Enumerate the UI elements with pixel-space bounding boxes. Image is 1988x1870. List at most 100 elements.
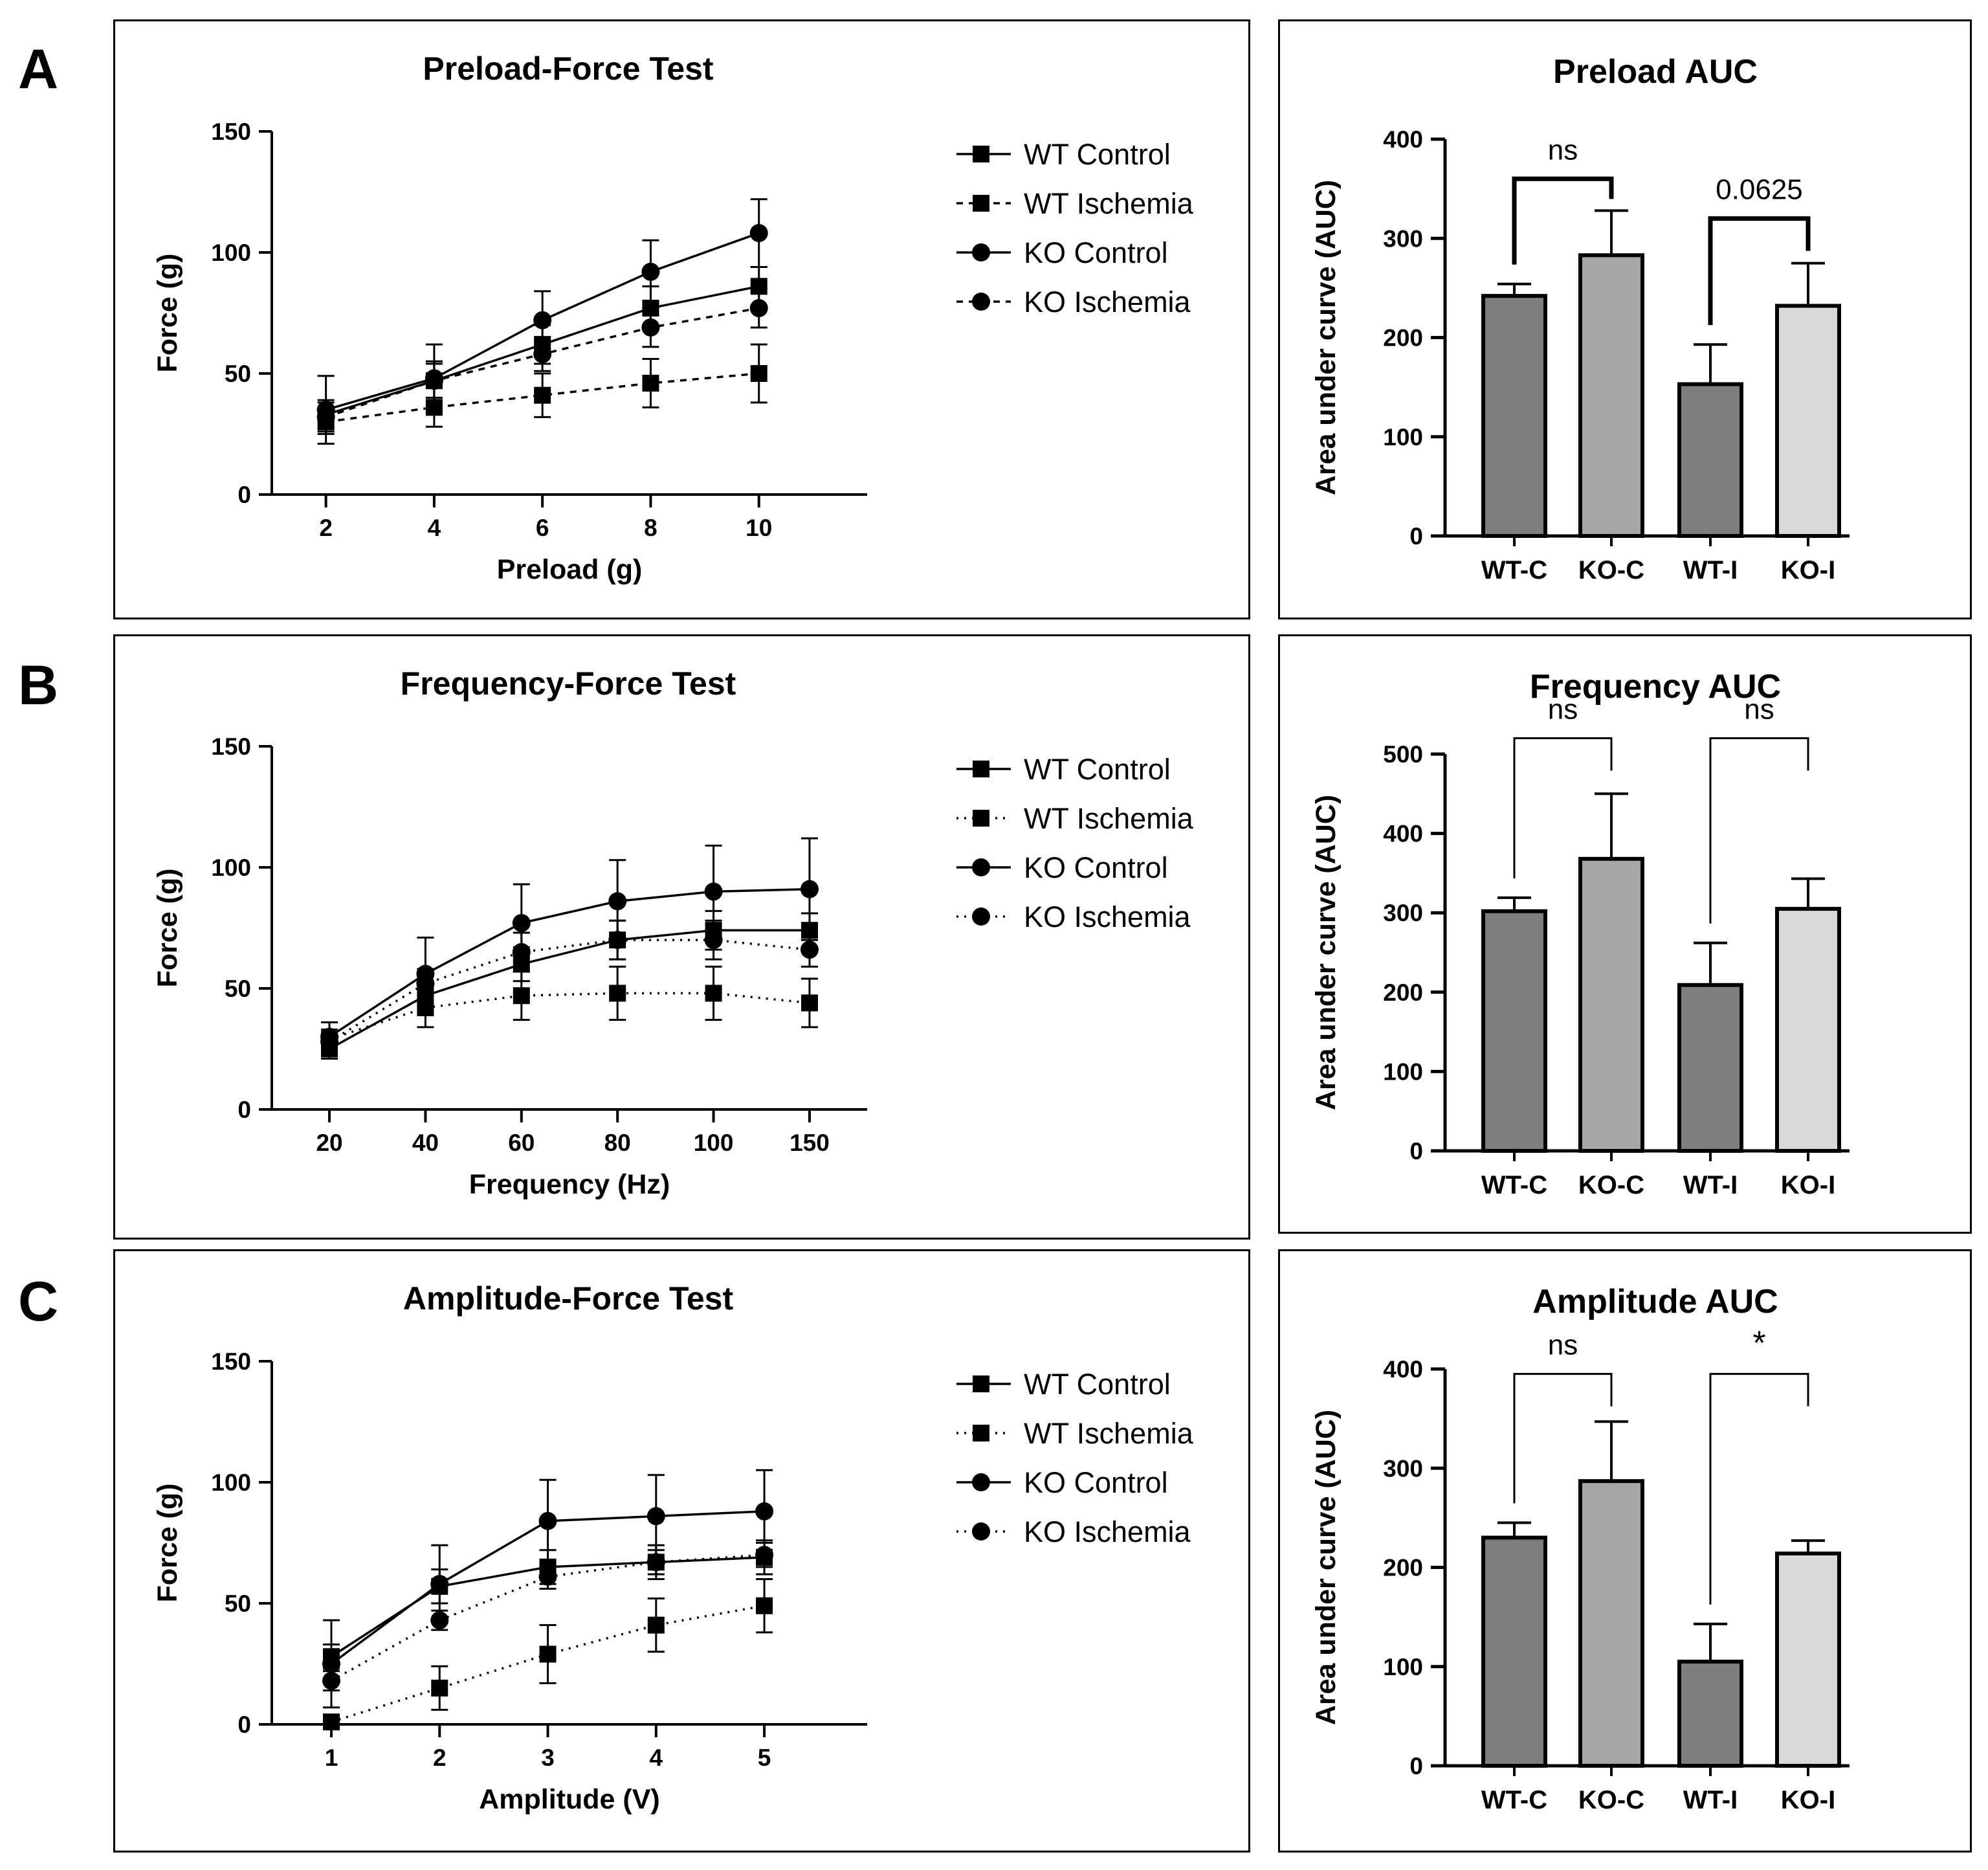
line-B-series-ko-control-point-3 (608, 892, 627, 911)
bar-B-ylabel: Area under curve (AUC) (1310, 795, 1342, 1110)
chart-frequency-auc: Frequency AUC 0 100 200 300 400 500 Area under … (1310, 668, 1850, 1199)
bar-A-ytick-label-0: 0 (1409, 523, 1423, 550)
bar-C-bar-wt-c (1481, 1535, 1547, 1768)
bar-C-xtick-label-wt-i: WT-I (1683, 1786, 1738, 1814)
line-A-legend-ko-control-marker (972, 243, 990, 262)
bar-B-bar-wt-c (1481, 909, 1547, 1153)
bar-A-bar-wt-c (1481, 294, 1547, 538)
bar-B-xtick-label-wt-c: WT-C (1481, 1171, 1547, 1199)
line-C-legend-ko-control-label: KO Control (1024, 1466, 1168, 1499)
line-B-series-ko-control-line (329, 887, 810, 1038)
line-C-legend-ko-ischemia-marker (972, 1522, 990, 1541)
line-C-legend-ko-ischemia-label: KO Ischemia (1024, 1515, 1191, 1548)
bar-A-ytick-label-400: 400 (1383, 126, 1423, 153)
panel-letter-b: B (18, 654, 59, 717)
panel-letter-c: C (18, 1271, 59, 1333)
line-B-legend-wt-ischemia-label: WT Ischemia (1024, 802, 1194, 835)
bar-A-significance-0-bracket (1512, 176, 1614, 265)
line-A-series-ko-control-point-3 (641, 262, 660, 281)
line-C-series-ko-control-point-4 (755, 1502, 774, 1520)
bar-C-bar-wt-i (1677, 1660, 1743, 1768)
line-A-series-wt-ischemia-point-4 (750, 365, 768, 382)
line-B-series-ko-ischemia-point-1 (416, 974, 435, 993)
line-C-legend-wt-control-label: WT Control (1024, 1368, 1171, 1401)
line-C-series-ko-control-point-2 (538, 1511, 557, 1530)
line-A-legend-ko-ischemia-marker (972, 293, 990, 311)
line-A-series-ko-ischemia-point-2 (533, 345, 552, 364)
bar-C-bar-ko-c (1578, 1479, 1644, 1768)
bar-B-significance-1-label: ns (1744, 693, 1774, 725)
bar-C-significance-1-label: * (1752, 1325, 1765, 1363)
bar-A-significance-1-label: 0.0625 (1716, 174, 1803, 206)
line-C-xtick-label-2: 2 (433, 1744, 447, 1771)
line-C-series-ko-ischemia-point-1 (430, 1611, 449, 1630)
bar-B-ytick-label-500: 500 (1383, 741, 1423, 768)
bar-A-xtick-label-wt-i: WT-I (1683, 556, 1738, 584)
line-A-legend-ko-ischemia-label: KO Ischemia (1024, 285, 1191, 318)
bar-B-ytick-label-400: 400 (1383, 821, 1423, 847)
line-B-xlabel: Frequency (Hz) (469, 1169, 670, 1200)
line-B-xtick-label-60: 60 (508, 1130, 535, 1156)
line-A-series-ko-ischemia-point-1 (425, 372, 443, 390)
bar-B-ytick-label-300: 300 (1383, 900, 1423, 926)
line-A-xtick-label-2: 2 (319, 515, 333, 541)
bar-C-ytick-label-300: 300 (1383, 1455, 1423, 1482)
line-C-legend-wt-ischemia-marker (973, 1425, 989, 1441)
line-B-series-ko-control-point-2 (512, 914, 531, 933)
line-A-xtick-label-8: 8 (644, 515, 657, 541)
line-B-series-ko-ischemia-point-5 (800, 941, 819, 959)
bar-C-xtick-label-wt-c: WT-C (1481, 1786, 1547, 1814)
line-C-ytick-label-0: 0 (237, 1711, 251, 1738)
bar-A-xtick-label-ko-c: KO-C (1578, 556, 1644, 584)
bar-B-bar-ko-i (1775, 907, 1841, 1153)
chart-preload-auc: Preload AUC 0 100 200 300 400 Area under curve… (1310, 53, 1850, 584)
line-B-series-wt-ischemia-point-4 (705, 985, 722, 1002)
bar-B-ytick-label-200: 200 (1383, 979, 1423, 1006)
line-B-series-wt-ischemia-point-5 (801, 994, 818, 1012)
bar-A-significance-0-label: ns (1548, 134, 1578, 166)
panel-b-line-frame: Frequency-Force Test 0 50 100 150 Force (g) 20… (113, 634, 1250, 1240)
line-A-series-ko-control-point-2 (533, 311, 552, 329)
line-A-xlabel: Preload (g) (497, 554, 643, 585)
line-B-series-ko-control-point-5 (800, 880, 819, 898)
panel-letter-a: A (18, 38, 59, 100)
bar-A-bar-ko-i (1775, 304, 1841, 538)
line-B-series-ko-ischemia-point-4 (704, 931, 723, 950)
line-C-series-ko-control-point-1 (430, 1575, 449, 1594)
line-B-legend-wt-ischemia-marker (973, 810, 989, 827)
bar-C-title: Amplitude AUC (1532, 1283, 1778, 1320)
panel-a-line-frame: Preload-Force Test 0 50 100 150 Force (g) 2 4 6 8… (113, 19, 1250, 619)
line-A-ytick-label-150: 150 (211, 118, 251, 145)
line-B-legend-wt-control-label: WT Control (1024, 753, 1171, 786)
line-B-series-ko-ischemia-point-3 (608, 931, 627, 950)
line-B-legend-wt-control-marker (973, 761, 989, 777)
line-C-series-ko-ischemia-point-0 (322, 1671, 340, 1690)
bar-C-significance-0-label: ns (1548, 1330, 1578, 1361)
line-B-series-wt-ischemia-point-2 (513, 987, 530, 1005)
line-B-ytick-label-0: 0 (237, 1096, 251, 1123)
line-C-xlabel: Amplitude (V) (479, 1784, 659, 1815)
line-C-series-wt-ischemia-point-0 (323, 1713, 340, 1731)
line-A-legend-wt-ischemia-marker (973, 195, 989, 212)
line-B-series-wt-ischemia-line (329, 992, 810, 1041)
line-C-xtick-label-5: 5 (758, 1744, 771, 1771)
line-A-series-ko-ischemia-point-3 (641, 318, 660, 337)
line-C-xtick-label-4: 4 (650, 1744, 663, 1771)
panel-c-line-frame: Amplitude-Force Test 0 50 100 150 Force (g) 1 2… (113, 1249, 1250, 1853)
line-B-series-ko-ischemia-point-2 (512, 942, 531, 961)
line-C-series-wt-ischemia-point-3 (647, 1616, 665, 1634)
bar-B-title: Frequency AUC (1530, 668, 1781, 706)
line-B-xtick-label-20: 20 (316, 1130, 342, 1156)
bar-C-bar-ko-i (1775, 1552, 1841, 1768)
line-A-legend-ko-control-label: KO Control (1024, 236, 1168, 269)
line-A-ylabel: Force (g) (152, 254, 183, 373)
bar-C-ytick-label-200: 200 (1383, 1555, 1423, 1581)
line-C-series-wt-ischemia-point-2 (539, 1645, 557, 1663)
line-B-xtick-label-80: 80 (604, 1130, 631, 1156)
line-A-legend-wt-control-marker (973, 146, 989, 162)
bar-C-significance-1-bracket (1709, 1373, 1809, 1605)
bar-B-xtick-label-ko-c: KO-C (1578, 1171, 1644, 1199)
line-B-series-ko-control-point-4 (704, 882, 723, 901)
line-C-xtick-label-1: 1 (325, 1744, 338, 1771)
line-C-ylabel: Force (g) (152, 1484, 183, 1603)
